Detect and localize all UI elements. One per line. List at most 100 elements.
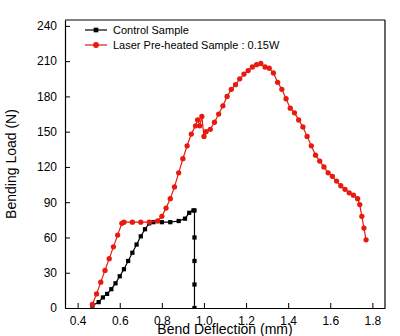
legend-entry: Laser Pre-heated Sample : 0.15W bbox=[85, 39, 280, 51]
data-point bbox=[357, 202, 362, 207]
data-point bbox=[326, 170, 331, 175]
chart: 0.40.60.81.01.21.41.61.80306090120150180… bbox=[0, 0, 400, 336]
data-point bbox=[155, 218, 160, 223]
data-point bbox=[241, 71, 246, 76]
data-point bbox=[101, 295, 105, 299]
x-tick-mark bbox=[246, 303, 247, 308]
data-point bbox=[102, 268, 107, 273]
data-point bbox=[130, 220, 135, 225]
x-tick: 0.6 bbox=[112, 303, 129, 328]
data-point bbox=[271, 70, 276, 75]
y-tick: 210 bbox=[37, 54, 70, 68]
data-point bbox=[94, 291, 99, 296]
frame-top bbox=[65, 19, 385, 20]
y-axis-title: Bending Load (N) bbox=[3, 109, 19, 219]
y-tick: 60 bbox=[44, 231, 70, 245]
data-point bbox=[159, 214, 164, 219]
y-tick-label: 120 bbox=[37, 160, 57, 174]
y-tick-mark bbox=[65, 61, 70, 62]
legend-entry: Control Sample bbox=[85, 24, 189, 36]
data-point bbox=[138, 220, 143, 225]
y-tick-label: 150 bbox=[37, 125, 57, 139]
series-line bbox=[92, 63, 366, 304]
series-markers bbox=[90, 208, 196, 308]
data-point bbox=[334, 178, 339, 183]
data-point bbox=[220, 103, 225, 108]
data-point bbox=[292, 110, 297, 115]
y-tick-mark bbox=[65, 167, 70, 168]
data-point bbox=[361, 225, 366, 230]
y-tick-mark bbox=[65, 237, 70, 238]
data-point bbox=[216, 111, 221, 116]
data-point bbox=[267, 66, 272, 71]
data-point bbox=[199, 114, 204, 119]
data-point bbox=[118, 274, 122, 278]
data-point bbox=[130, 251, 134, 255]
y-tick-label: 240 bbox=[37, 19, 57, 33]
data-point bbox=[113, 281, 117, 285]
data-point bbox=[192, 259, 196, 263]
data-point bbox=[177, 219, 181, 223]
x-tick-mark bbox=[204, 303, 205, 308]
data-point bbox=[288, 106, 293, 111]
x-axis-title: Bend Deflection (mm) bbox=[157, 321, 292, 336]
data-point bbox=[180, 156, 185, 161]
data-point bbox=[147, 220, 152, 225]
data-point bbox=[126, 259, 130, 263]
data-point bbox=[168, 220, 172, 224]
y-tick: 180 bbox=[37, 90, 70, 104]
y-tick-mark bbox=[65, 308, 70, 309]
data-point bbox=[309, 143, 314, 148]
data-point bbox=[192, 282, 196, 286]
data-point bbox=[163, 205, 168, 210]
x-tick: 1.8 bbox=[365, 303, 382, 328]
data-point bbox=[351, 193, 356, 198]
data-point bbox=[246, 68, 251, 73]
y-tick-label: 90 bbox=[44, 196, 58, 210]
y-axis: 0306090120150180210240 bbox=[37, 19, 70, 315]
x-tick-mark bbox=[330, 303, 331, 308]
legend: Control Sample Laser Pre-heated Sample : … bbox=[85, 24, 280, 51]
data-point bbox=[189, 131, 194, 136]
data-point bbox=[121, 220, 126, 225]
data-point bbox=[176, 170, 181, 175]
data-point bbox=[160, 220, 164, 224]
data-point bbox=[338, 183, 343, 188]
legend-label: Laser Pre-heated Sample : 0.15W bbox=[113, 39, 280, 51]
x-tick-mark bbox=[120, 303, 121, 308]
x-tick-label: 1.8 bbox=[365, 314, 382, 328]
y-axis-line bbox=[65, 21, 66, 309]
data-point bbox=[90, 302, 95, 307]
data-point bbox=[195, 117, 200, 122]
x-tick: 1.6 bbox=[322, 303, 339, 328]
series-line bbox=[92, 210, 194, 308]
data-point bbox=[359, 214, 364, 219]
data-point bbox=[237, 76, 242, 81]
data-point bbox=[192, 235, 196, 239]
data-point bbox=[283, 96, 288, 101]
data-point bbox=[107, 256, 112, 261]
data-point bbox=[97, 300, 101, 304]
data-point bbox=[183, 217, 187, 221]
x-tick-mark bbox=[372, 303, 373, 308]
data-point bbox=[296, 117, 301, 122]
data-point bbox=[330, 174, 335, 179]
data-point bbox=[197, 123, 202, 128]
data-point bbox=[275, 80, 280, 85]
y-tick: 150 bbox=[37, 125, 70, 139]
data-point bbox=[321, 164, 326, 169]
y-tick-label: 30 bbox=[44, 266, 58, 280]
data-point bbox=[304, 134, 309, 139]
data-point bbox=[139, 234, 143, 238]
data-point bbox=[212, 120, 217, 125]
data-point bbox=[229, 87, 234, 92]
y-tick-mark bbox=[65, 96, 70, 97]
data-point bbox=[115, 232, 120, 237]
y-tick-label: 60 bbox=[44, 231, 58, 245]
y-tick: 90 bbox=[44, 196, 70, 210]
x-tick-label: 0.4 bbox=[70, 314, 87, 328]
data-point bbox=[342, 187, 347, 192]
data-point bbox=[355, 196, 360, 201]
data-point bbox=[172, 184, 177, 189]
series-markers bbox=[90, 61, 369, 307]
